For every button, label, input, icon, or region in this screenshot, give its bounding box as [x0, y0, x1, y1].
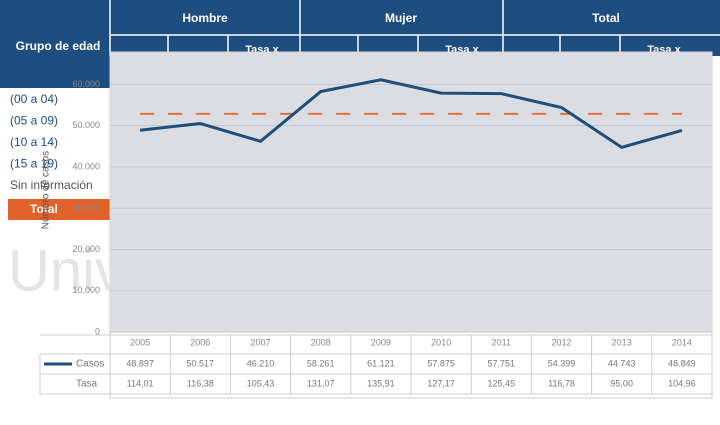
x-tick-label: 2011 — [492, 337, 511, 347]
y-tick-label: 10.000 — [72, 285, 100, 295]
header-cell: Grupo de edad — [16, 39, 101, 53]
table-cell: 50.517 — [187, 358, 215, 368]
y-tick-label: 60.000 — [72, 79, 100, 89]
table-cell: 135,91 — [367, 378, 395, 388]
row-label: (00 a 04) — [10, 92, 58, 106]
table-cell: 61.121 — [367, 358, 395, 368]
group-header — [0, 0, 110, 88]
y-tick-label: 30.000 — [72, 203, 100, 213]
table-cell: 57.875 — [427, 358, 455, 368]
table-cell: 116,78 — [548, 378, 575, 388]
x-tick-label: 2013 — [612, 337, 632, 347]
table-cell: 131,07 — [307, 378, 335, 388]
table-cell: 57.751 — [488, 358, 516, 368]
x-tick-label: 2005 — [130, 337, 150, 347]
header-cell: Mujer — [385, 11, 417, 25]
x-tick-label: 2009 — [371, 337, 391, 347]
table-cell: 125,45 — [488, 378, 516, 388]
y-tick-label: 50.000 — [72, 120, 100, 130]
x-tick-label: 2007 — [250, 337, 270, 347]
watermark: Univ — [8, 238, 124, 303]
x-tick-label: 2006 — [190, 337, 210, 347]
y-axis-title: Número de casos — [41, 151, 52, 229]
row-label: Total — [30, 202, 58, 216]
table-cell: 105,43 — [247, 378, 275, 388]
total-row — [8, 199, 110, 220]
table-cell: 127,17 — [427, 378, 455, 388]
x-tick-label: 2010 — [431, 337, 451, 347]
row-label: (15 a 19) — [10, 157, 58, 171]
table-cell: 46.210 — [247, 358, 275, 368]
header-cell: Total — [592, 11, 620, 25]
row-label: (10 a 14) — [10, 135, 58, 149]
plot-area — [110, 52, 712, 332]
y-tick-label: 20.000 — [72, 244, 100, 254]
y-tick-label: 40.000 — [72, 161, 100, 171]
table-cell: 95,00 — [610, 378, 633, 388]
table-cell: 44.743 — [608, 358, 636, 368]
x-tick-label: 2012 — [551, 337, 571, 347]
table-header — [0, 0, 720, 56]
x-tick-label: 2014 — [672, 337, 692, 347]
legend-label: Casos — [76, 359, 104, 370]
row-label: Sin información — [10, 178, 93, 192]
row-label: (05 a 09) — [10, 114, 58, 128]
table-cell: 114,01 — [127, 378, 154, 388]
table-cell: 116,38 — [187, 378, 214, 388]
table-cell: 58.261 — [307, 358, 335, 368]
y-tick-label: 0 — [95, 326, 100, 336]
table-cell: 48.849 — [668, 358, 696, 368]
table-cell: 48.897 — [126, 358, 154, 368]
header-cell: Hombre — [182, 11, 228, 25]
table-cell: 54.399 — [548, 358, 576, 368]
row-label: Tasa — [76, 379, 98, 390]
x-tick-label: 2008 — [311, 337, 331, 347]
data-line — [139, 78, 683, 149]
table-cell: 104,96 — [668, 378, 696, 388]
